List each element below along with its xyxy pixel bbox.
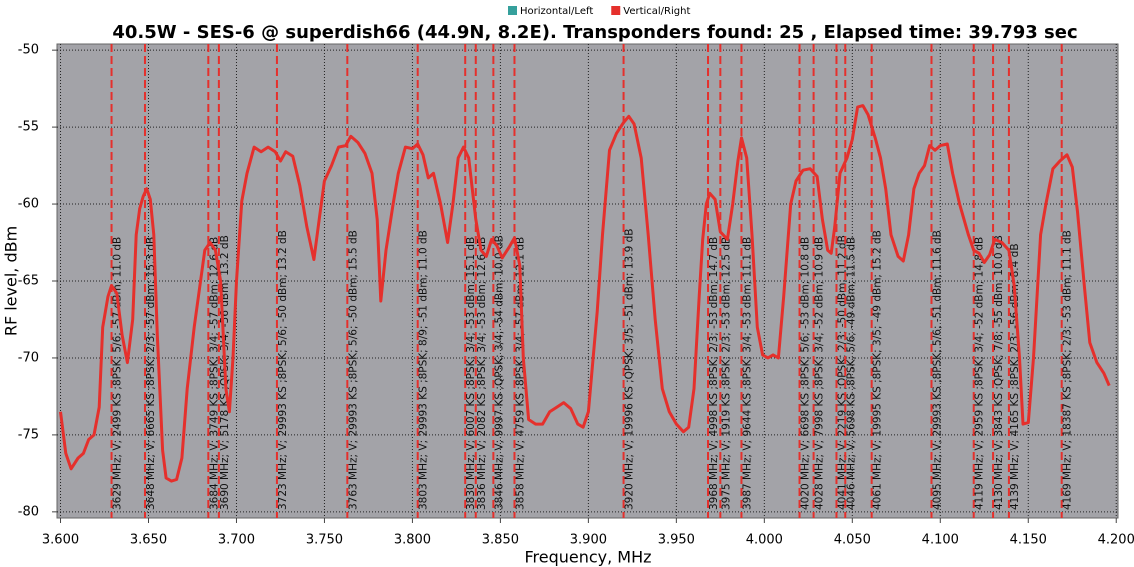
x-tick-label: 3.600 (42, 533, 79, 548)
transponder-label: 3836 MHz; V; 2082 KS ;8PSK; 3/4; -53 dBm… (476, 237, 488, 510)
x-tick-label: 3.700 (218, 533, 255, 548)
transponder-label: 3629 MHz; V; 2499 KS ;8PSK; 5/6; -57 dBm… (112, 237, 124, 510)
x-tick-label: 4.150 (1010, 533, 1047, 548)
transponder-label: 3648 MHz; V; 6665 KS ;8PSK; 2/3; -57 dBm… (145, 237, 157, 510)
transponder-label: 4046 MHz; V; 5698 KS ;8PSK; 5/6; -49 dBm… (845, 237, 857, 510)
x-axis-title: Frequency, MHz (524, 548, 651, 567)
transponder-label: 3846 MHz; V; 9997 KS ;QPSK; 3/4; -54 dBm… (493, 235, 505, 510)
legend-swatch (508, 6, 517, 15)
legend-swatch (611, 6, 621, 15)
transponder-label: 3830 MHz; V; 6007 KS ;8PSK; 3/4; -53 dBm… (465, 237, 477, 510)
transponder-label: 4130 MHz; V; 3843 KS ;QPSK; 7/8; -55 dBm… (993, 235, 1005, 510)
transponder-label: 3987 MHz; V; 9644 KS ;8PSK; 3/4; -53 dBm… (741, 237, 753, 510)
transponder-label: 4020 MHz; V; 6698 KS ;8PSK; 5/6; -53 dBm… (800, 237, 812, 510)
x-tick-label: 3.850 (482, 533, 519, 548)
transponder-label: 4119 MHz; V; 2959 KS ;8PSK; 3/4; -52 dBm… (974, 237, 986, 510)
transponder-label: 3858 MHz; V; 4759 KS ;8PSK; 3/4; -57 dBm… (514, 237, 526, 510)
plot-area (56, 43, 1119, 519)
x-tick-label: 3.950 (658, 533, 695, 548)
x-tick-label: 3.750 (306, 533, 343, 548)
transponder-label: 3723 MHz; V; 29993 KS ;8PSK; 5/6; -50 dB… (277, 230, 289, 510)
transponder-label: 3920 MHz; V; 19996 KS ;QPSK; 3/5; -51 dB… (624, 229, 636, 510)
legend-label: Vertical/Right (623, 6, 690, 17)
chart-title: 40.5W - SES-6 @ superdish66 (44.9N, 8.2E… (112, 22, 1077, 43)
transponder-label: 3803 MHz; V; 29993 KS ;8PSK; 8/9; -51 dB… (418, 230, 430, 510)
transponder-label: 3684 MHz; V; 3749 KS ;8PSK; 3/4; -57 dBm… (208, 237, 220, 510)
y-tick-label: -65 (18, 274, 39, 289)
transponder-label: 3975 MHz; V; 1919 KS ;8PSK; 2/3; -53 dBm… (720, 237, 732, 510)
transponder-label: 3763 MHz; V; 29993 KS ;8PSK; 5/6; -50 dB… (347, 230, 359, 510)
x-tick-label: 4.200 (1098, 533, 1134, 548)
x-tick-label: 4.100 (922, 533, 959, 548)
y-tick-label: -55 (18, 120, 39, 135)
y-tick-label: -60 (18, 197, 39, 212)
spectrum-line (59, 104, 1111, 483)
legend-label: Horizontal/Left (520, 6, 593, 17)
transponder-label: 4028 MHz; V; 7998 KS ;8PSK; 3/4; -52 dBm… (814, 237, 826, 510)
y-axis-title: RF level, dBm (2, 226, 21, 336)
y-tick-label: -70 (18, 350, 39, 365)
transponder-label: 4061 MHz; V; 19995 KS ;8PSK; 3/5; -49 dB… (872, 230, 884, 510)
x-tick-label: 4.050 (834, 533, 871, 548)
y-tick-label: -75 (18, 427, 39, 442)
x-tick-label: 3.650 (130, 533, 167, 548)
transponder-label: 4139 MHz; V; 4165 KS ;8PSK; 2/3; -56 dBm… (1009, 243, 1021, 510)
x-tick-label: 3.800 (394, 533, 431, 548)
transponder-label: 4169 MHz; V; 18387 KS ;8PSK; 2/3; -53 dB… (1062, 230, 1074, 510)
x-tick-label: 4.000 (746, 533, 783, 548)
x-tick-label: 3.900 (570, 533, 607, 548)
transponder-label: 4095 MHz; V; 29993 KS ;8PSK; 5/6; -51 dB… (931, 230, 943, 510)
y-tick-label: -50 (18, 43, 39, 58)
transponder-label: 3968 MHz; V; 4998 KS ;8PSK; 2/3; -53 dBm… (708, 237, 720, 510)
y-tick-label: -80 (18, 504, 39, 519)
